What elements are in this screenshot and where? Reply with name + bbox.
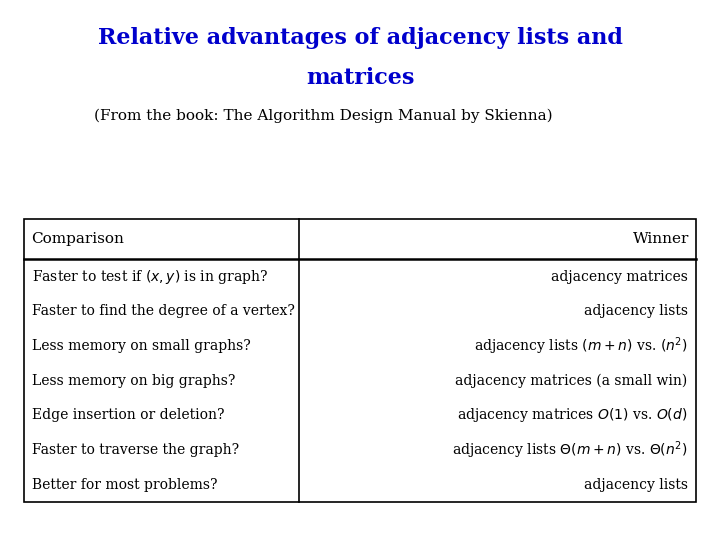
Bar [24,219,696,502]
Text: matrices: matrices [306,68,414,89]
Text: Faster to test if $(x,y)$ is in graph?: Faster to test if $(x,y)$ is in graph? [32,267,269,286]
Text: Faster to find the degree of a vertex?: Faster to find the degree of a vertex? [32,304,295,318]
Text: adjacency matrices (a small win): adjacency matrices (a small win) [455,374,688,388]
Text: adjacency matrices $O(1)$ vs. $O(d)$: adjacency matrices $O(1)$ vs. $O(d)$ [457,407,688,424]
Text: adjacency lists $(m+n)$ vs. $(n^2)$: adjacency lists $(m+n)$ vs. $(n^2)$ [474,335,688,357]
Text: (From the book: The Algorithm Design Manual by Skienna): (From the book: The Algorithm Design Man… [94,109,552,123]
Text: Edge insertion or deletion?: Edge insertion or deletion? [32,408,225,422]
Text: adjacency lists: adjacency lists [584,304,688,318]
Text: Faster to traverse the graph?: Faster to traverse the graph? [32,443,240,457]
Text: Relative advantages of adjacency lists and: Relative advantages of adjacency lists a… [98,27,622,49]
Text: Winner: Winner [633,232,689,246]
Text: adjacency lists $\Theta(m+n)$ vs. $\Theta(n^2)$: adjacency lists $\Theta(m+n)$ vs. $\Thet… [452,440,688,461]
Text: Better for most problems?: Better for most problems? [32,478,218,492]
Text: Less memory on big graphs?: Less memory on big graphs? [32,374,235,388]
Text: adjacency lists: adjacency lists [584,478,688,492]
Text: Less memory on small graphs?: Less memory on small graphs? [32,339,251,353]
Text: adjacency matrices: adjacency matrices [551,269,688,284]
Text: Comparison: Comparison [31,232,124,246]
